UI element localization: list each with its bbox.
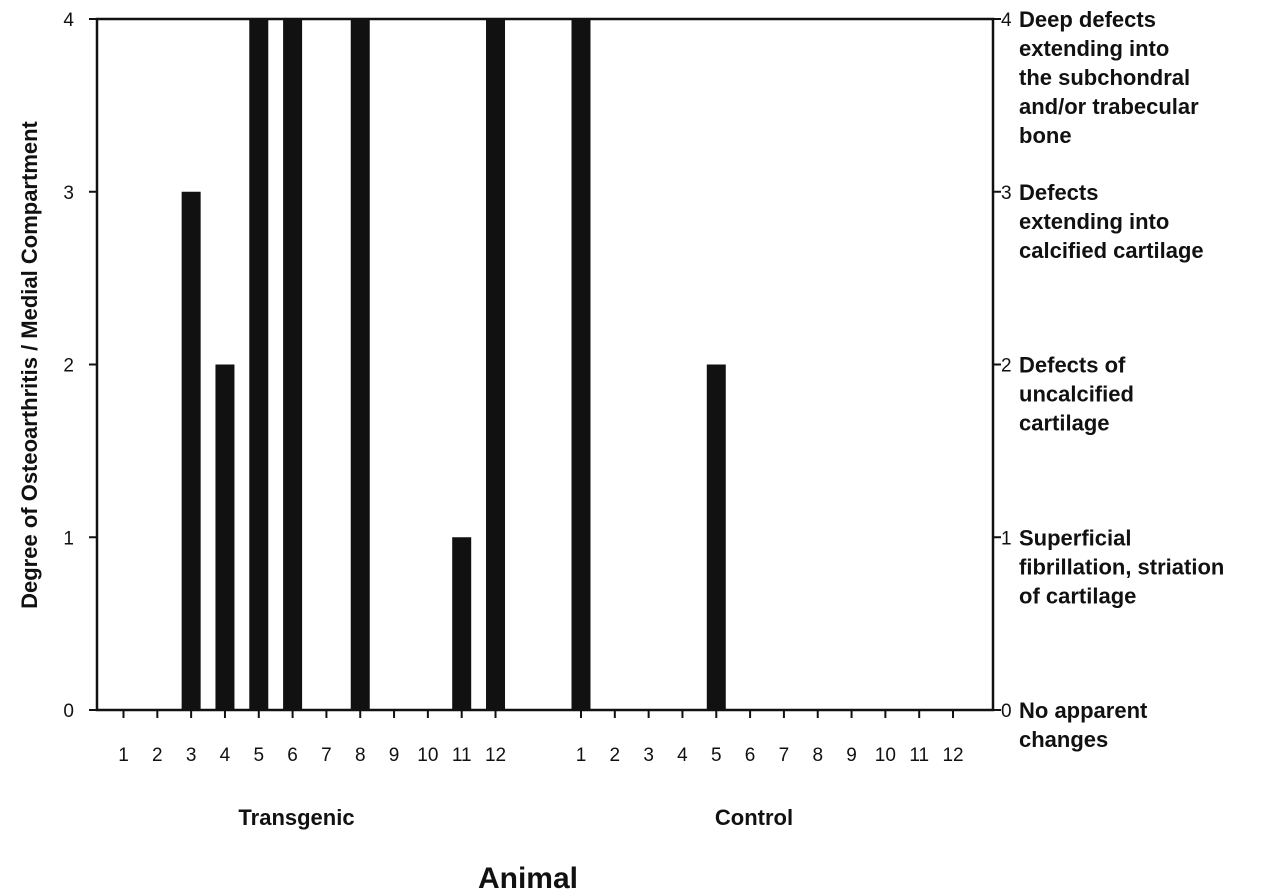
- left-tick-label: 2: [63, 356, 74, 377]
- x-tick-label: 6: [287, 745, 298, 766]
- right-tick-label: 4: [1001, 10, 1012, 31]
- scale-description-line: the subchondral: [1019, 65, 1190, 90]
- x-tick-label: 2: [152, 745, 163, 766]
- right-tick-label: 1: [1001, 528, 1012, 549]
- scale-description-line: Deep defects: [1019, 7, 1156, 32]
- scale-description: Defects extending into calcified cartilage: [1019, 180, 1204, 263]
- x-tick-label: 8: [812, 745, 823, 766]
- x-axis-title: Animal: [478, 862, 578, 890]
- scale-description-line: fibrillation, striation: [1019, 554, 1224, 579]
- right-tick-label: 2: [1001, 356, 1012, 377]
- scale-description: Defects of uncalcified cartilage: [1019, 353, 1134, 436]
- x-tick-label: 2: [610, 745, 621, 766]
- bar: [350, 19, 370, 710]
- scale-description-line: Defects of: [1019, 353, 1126, 378]
- scale-description-line: uncalcified: [1019, 382, 1134, 407]
- y-ticks: 0 0 1 1 2 2 3 3 4 4: [63, 10, 1012, 722]
- x-tick-label: 12: [485, 745, 506, 766]
- bar: [571, 19, 591, 710]
- scale-description-line: bone: [1019, 123, 1072, 148]
- scale-description: Superficial fibrillation, striation of car…: [1019, 525, 1224, 608]
- left-tick-label: 1: [63, 528, 74, 549]
- scale-description-line: Defects: [1019, 180, 1098, 205]
- x-tick-label: 3: [643, 745, 654, 766]
- x-tick-label: 7: [779, 745, 790, 766]
- scale-description-line: cartilage: [1019, 411, 1110, 436]
- x-ticks: 1 2 3 4 5 6 7 8 9 10 11 12 1 2 3 4 5 6 7 8 9 10 11 12: [118, 710, 964, 766]
- x-tick-label: 10: [875, 745, 896, 766]
- left-tick-label: 4: [63, 10, 74, 31]
- x-tick-label: 4: [677, 745, 688, 766]
- bar: [215, 364, 235, 710]
- x-tick-label: 6: [745, 745, 756, 766]
- scale-description: Deep defects extending into the subchondra…: [1019, 7, 1199, 148]
- group-labels: Transgenic Control: [238, 805, 793, 830]
- bar: [706, 364, 726, 710]
- right-tick-label: 0: [1001, 701, 1012, 722]
- scale-description-line: of cartilage: [1019, 583, 1136, 608]
- x-tick-label: 12: [942, 745, 963, 766]
- x-tick-label: 1: [118, 745, 129, 766]
- x-tick-label: 3: [186, 745, 197, 766]
- scale-description-line: No apparent: [1019, 698, 1148, 723]
- x-tick-label: 9: [389, 745, 400, 766]
- group-label: Transgenic: [238, 805, 354, 830]
- scale-description-line: and/or trabecular: [1019, 94, 1199, 119]
- left-tick-label: 3: [63, 183, 74, 204]
- bars-layer: [181, 19, 726, 710]
- x-tick-label: 1: [576, 745, 587, 766]
- bar: [486, 19, 506, 710]
- x-tick-label: 10: [417, 745, 438, 766]
- y-axis-title: Degree of Osteoarthritis / Medial Compar…: [17, 120, 42, 608]
- x-tick-label: 7: [321, 745, 332, 766]
- scale-description-line: extending into: [1019, 209, 1169, 234]
- x-tick-label: 5: [711, 745, 722, 766]
- right-tick-label: 3: [1001, 183, 1012, 204]
- scale-description: No apparent changes: [1019, 698, 1148, 752]
- scale-description-line: changes: [1019, 727, 1108, 752]
- x-tick-label: 4: [220, 745, 231, 766]
- x-tick-label: 11: [452, 745, 472, 766]
- x-tick-label: 5: [253, 745, 264, 766]
- scale-description-line: calcified cartilage: [1019, 238, 1204, 263]
- scale-description-line: Superficial: [1019, 525, 1131, 550]
- bar: [283, 19, 303, 710]
- group-label: Control: [715, 805, 793, 830]
- bar: [452, 537, 472, 710]
- left-tick-label: 0: [63, 701, 74, 722]
- x-tick-label: 9: [846, 745, 857, 766]
- bar: [249, 19, 269, 710]
- x-tick-label: 8: [355, 745, 366, 766]
- right-axis-descriptions: Deep defects extending into the subchondra…: [1019, 7, 1224, 752]
- x-tick-label: 11: [909, 745, 929, 766]
- bar: [181, 191, 201, 710]
- scale-description-line: extending into: [1019, 36, 1169, 61]
